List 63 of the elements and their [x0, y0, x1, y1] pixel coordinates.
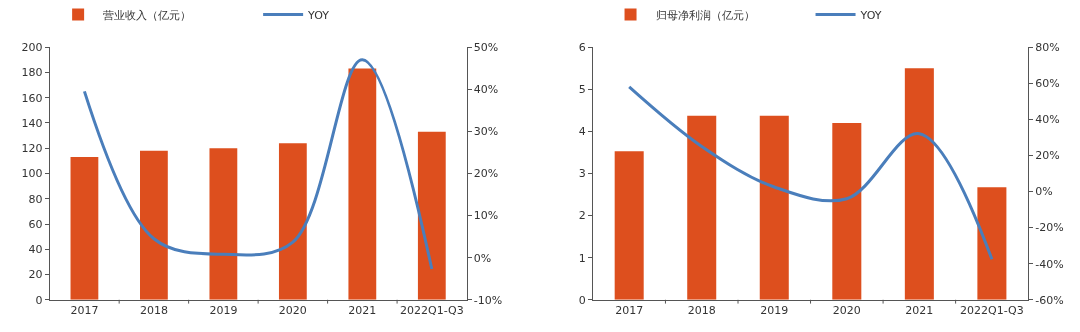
line-series	[82, 58, 434, 271]
line-series	[627, 85, 994, 261]
x-tick-label: 2020	[832, 304, 861, 317]
y-tick-label: 60	[28, 217, 43, 231]
y-tick-label: 3	[578, 167, 586, 181]
x-tick-label: 2017	[70, 304, 99, 317]
legend-label: 营业收入（亿元）	[103, 8, 192, 22]
y-tick-label: 1	[578, 251, 586, 265]
bar	[70, 157, 99, 300]
x-tick-label: 2018	[139, 304, 168, 317]
y2-tick-label: 80%	[1035, 40, 1060, 54]
x-tick-label: 2019	[209, 304, 238, 317]
bar	[140, 150, 168, 300]
bar	[759, 115, 789, 300]
y2-tick-label: 30%	[473, 125, 499, 139]
bar	[904, 68, 934, 300]
x-tick-label: 2017	[615, 304, 644, 317]
y-tick-label: 120	[21, 142, 43, 156]
y2-tick-label: 0%	[473, 251, 492, 265]
x-tick-label: 2021	[348, 304, 377, 317]
y2-tick-label: 60%	[1035, 77, 1060, 91]
y2-tick-label: -60%	[1035, 293, 1064, 307]
x-tick-label: 2022Q1-Q3	[399, 304, 464, 317]
bar	[977, 187, 1007, 300]
y2-tick-label: 40%	[473, 83, 499, 97]
bar	[614, 151, 644, 300]
y2-tick-label: 20%	[1035, 149, 1060, 163]
bar	[417, 131, 446, 300]
bar	[278, 143, 307, 300]
y-tick-label: 200	[21, 40, 43, 54]
y-tick-label: 20	[28, 268, 43, 282]
x-tick-label: 2019	[760, 304, 789, 317]
legend-label: YOY	[859, 8, 882, 22]
bar	[348, 68, 377, 300]
x-tick-label: 2021	[905, 304, 934, 317]
y2-tick-label: 50%	[473, 40, 499, 54]
x-tick-label: 2022Q1-Q3	[960, 304, 1024, 317]
y-tick-label: 2	[578, 209, 586, 223]
y-tick-label: 180	[21, 66, 43, 80]
x-tick-label: 2018	[687, 304, 716, 317]
legend-label: 归母净利润（亿元）	[655, 8, 755, 22]
legend-label: YOY	[307, 8, 330, 22]
y2-tick-label: 0%	[1035, 185, 1053, 199]
y-tick-label: 140	[21, 116, 43, 130]
y2-tick-label: -40%	[1035, 257, 1064, 271]
bar	[687, 115, 717, 300]
y-tick-label: 4	[578, 125, 586, 139]
x-tick-label: 2020	[278, 304, 307, 317]
y-tick-label: 0	[35, 293, 43, 307]
y-tick-label: 100	[21, 167, 43, 181]
y-tick-label: 80	[28, 192, 43, 206]
y-tick-label: 0	[578, 293, 586, 307]
y-tick-label: 6	[578, 40, 586, 54]
bar	[209, 148, 238, 300]
y-tick-label: 5	[578, 83, 586, 97]
bar	[832, 122, 862, 300]
y2-tick-label: -20%	[1035, 221, 1064, 235]
y2-tick-label: 10%	[473, 209, 499, 223]
y-tick-label: 40	[28, 243, 43, 257]
y-tick-label: 160	[21, 91, 43, 105]
y2-tick-label: 20%	[473, 167, 499, 181]
y2-tick-label: -10%	[473, 293, 503, 307]
y2-tick-label: 40%	[1035, 113, 1060, 127]
